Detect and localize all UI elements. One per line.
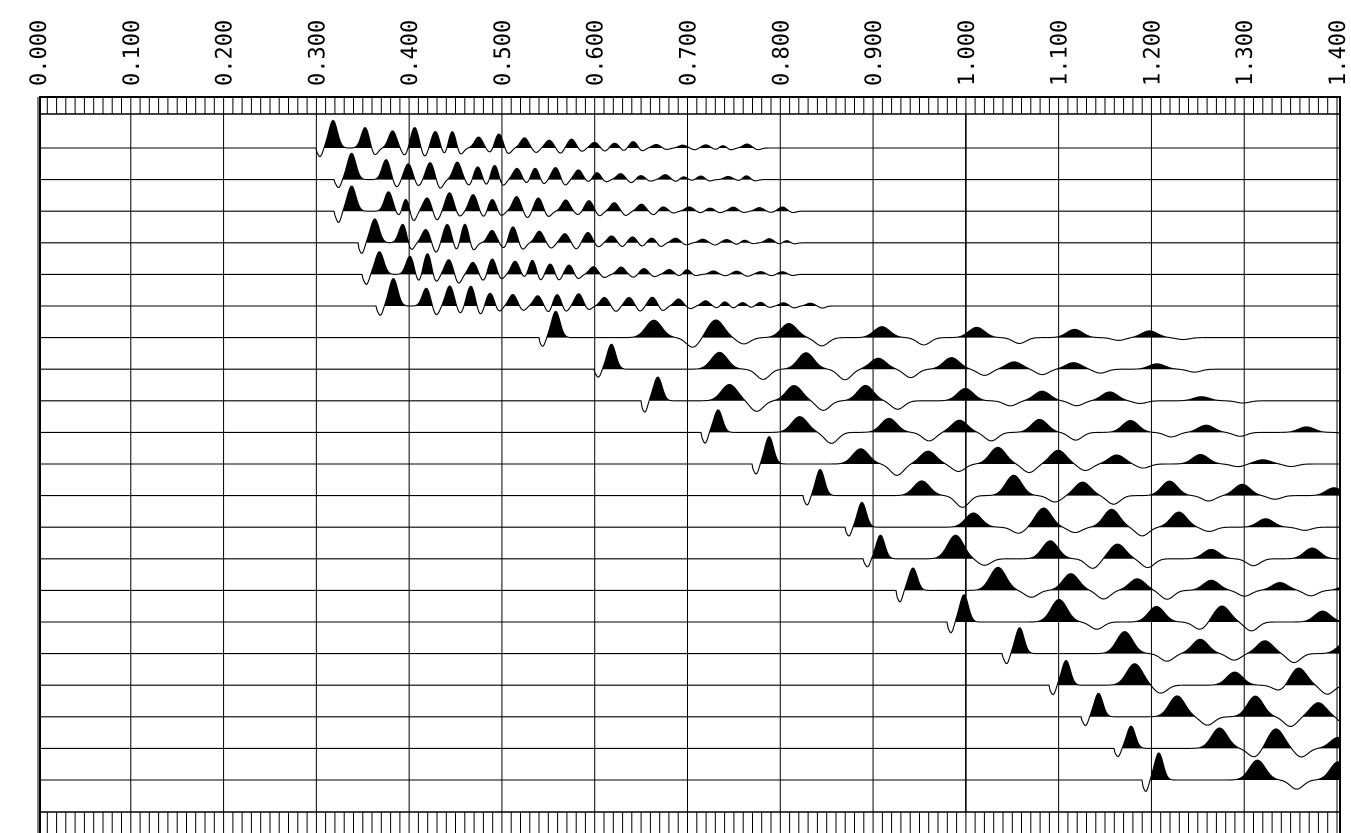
trace-fill-17 [1011, 627, 1339, 654]
x-tick-label-4: 0.400 [398, 20, 423, 86]
x-tick-label-12: 1.200 [1140, 20, 1165, 86]
trace-fill-12 [812, 469, 1339, 496]
trace-1 [41, 119, 1339, 158]
trace-fill-2 [343, 153, 753, 180]
trace-17 [41, 627, 1340, 665]
trace-fill-6 [385, 278, 818, 306]
x-tick-label-11: 1.100 [1048, 20, 1073, 86]
trace-2 [41, 152, 1339, 189]
trace-11 [41, 436, 1339, 476]
grid [37, 114, 1338, 812]
x-tick-label-7: 0.700 [677, 20, 702, 86]
trace-fill-3 [343, 186, 790, 212]
frame-border [39, 96, 1341, 833]
x-tick-label-9: 0.900 [862, 20, 887, 86]
trace-fill-1 [324, 120, 755, 148]
x-tick-label-14: 1.400 [1326, 20, 1351, 86]
trace-fill-14 [872, 535, 1338, 559]
x-tick-label-8: 0.800 [769, 20, 794, 86]
plot-frame [37, 96, 1341, 833]
trace-fill-15 [905, 567, 1339, 591]
trace-fill-18 [1058, 660, 1316, 686]
trace-6 [41, 278, 1339, 316]
trace-fill-5 [371, 251, 789, 275]
x-tick-label-6: 0.600 [584, 20, 609, 86]
x-tick-labels: 0.000 0.100 0.200 0.300 0.400 0.500 0.600 0.700… [27, 20, 1351, 86]
trace-fill-10 [710, 409, 1332, 433]
trace-15 [41, 566, 1340, 603]
trace-8 [41, 343, 1339, 381]
trace-21 [41, 752, 1340, 793]
trace-14 [41, 534, 1340, 569]
trace-20 [41, 725, 1340, 758]
trace-7 [41, 310, 1339, 348]
traces [41, 119, 1340, 793]
trace-fill-11 [761, 436, 1280, 464]
trace-12 [41, 468, 1340, 508]
x-tick-label-10: 1.000 [955, 20, 980, 86]
trace-fill-21 [1151, 752, 1339, 780]
x-tick-label-1: 0.100 [120, 20, 145, 86]
trace-10 [41, 409, 1340, 444]
x-tick-label-13: 1.300 [1233, 20, 1258, 86]
trace-fill-19 [1090, 693, 1335, 717]
x-tick-label-0: 0.000 [27, 20, 52, 86]
trace-3 [41, 185, 1339, 223]
trace-19 [41, 692, 1340, 727]
trace-5 [41, 251, 1339, 285]
trace-9 [41, 376, 1339, 413]
bottom-minor-ticks [37, 812, 1338, 833]
top-minor-ticks [37, 97, 1338, 114]
trace-13 [41, 501, 1339, 537]
x-tick-label-3: 0.300 [305, 20, 330, 86]
trace-fill-13 [853, 502, 1289, 528]
x-tick-label-2: 0.200 [213, 20, 238, 86]
trace-fill-8 [603, 344, 1179, 370]
trace-fill-20 [1123, 726, 1339, 749]
trace-4 [41, 218, 1339, 255]
trace-fill-16 [956, 594, 1339, 622]
trace-16 [41, 594, 1340, 634]
trace-fill-9 [650, 377, 1225, 401]
x-tick-label-5: 0.500 [491, 20, 516, 86]
trace-18 [41, 659, 1340, 696]
